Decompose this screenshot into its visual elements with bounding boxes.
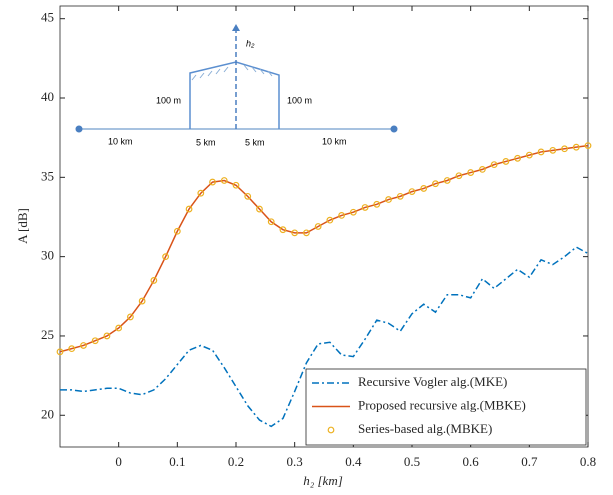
inset-label: 10 km <box>108 136 133 146</box>
data-marker <box>525 151 533 159</box>
x-axis-label: h₂ [km] <box>303 473 343 488</box>
data-marker <box>561 145 568 153</box>
x-tick-label: 0 <box>115 454 122 469</box>
data-marker <box>502 158 510 165</box>
data-marker <box>479 165 486 173</box>
data-marker <box>537 148 545 156</box>
legend-label: Proposed recursive alg.(MBKE) <box>358 397 526 412</box>
inset-label: 100 m <box>156 95 181 105</box>
inset-label: 100 m <box>287 95 312 105</box>
y-tick-label: 25 <box>41 327 54 342</box>
x-tick-label: 0.2 <box>228 454 244 469</box>
building-outline <box>189 61 280 129</box>
data-marker <box>220 177 228 184</box>
end-point <box>75 125 83 133</box>
data-marker <box>126 313 134 321</box>
data-marker <box>408 188 416 196</box>
data-marker <box>396 192 404 200</box>
hatching <box>191 64 273 81</box>
data-marker <box>385 196 392 203</box>
data-marker <box>244 192 252 200</box>
x-tick-label: 0.6 <box>463 454 480 469</box>
legend-label: Series-based alg.(MBKE) <box>358 421 492 436</box>
data-marker <box>267 218 275 226</box>
arrow-head <box>232 24 240 31</box>
data-marker <box>490 161 498 169</box>
data-marker <box>80 342 87 349</box>
legend-marker <box>327 426 335 434</box>
data-marker <box>279 226 287 234</box>
y-tick-label: 35 <box>41 168 54 183</box>
data-marker <box>138 297 146 305</box>
y-tick-label: 40 <box>41 89 54 104</box>
data-marker <box>232 181 240 189</box>
y-tick-label: 45 <box>41 10 54 25</box>
data-marker <box>56 348 64 356</box>
data-marker <box>584 142 592 149</box>
data-marker <box>361 204 369 211</box>
data-marker <box>103 332 111 340</box>
data-marker <box>443 177 451 184</box>
data-marker <box>68 345 76 353</box>
legend-label: Recursive Vogler alg.(MKE) <box>358 374 507 389</box>
data-marker <box>420 185 428 192</box>
x-tick-label: 0.5 <box>404 454 420 469</box>
inset-label: 5 km <box>196 137 216 147</box>
data-marker <box>338 211 346 219</box>
end-point <box>390 125 398 133</box>
data-marker <box>303 229 310 237</box>
data-line <box>59 144 589 353</box>
data-marker <box>314 223 322 230</box>
data-marker <box>291 229 299 237</box>
x-tick-label: 0.8 <box>580 454 596 469</box>
data-marker <box>162 253 170 261</box>
data-marker <box>185 205 193 213</box>
data-marker <box>432 180 439 188</box>
data-marker <box>373 200 381 208</box>
inset-label: h₂ <box>246 38 255 48</box>
inset-label: 10 km <box>322 136 347 146</box>
x-tick-label: 0.3 <box>287 454 303 469</box>
data-marker <box>115 324 123 332</box>
x-tick-label: 0.4 <box>345 454 362 469</box>
inset-diagram: h₂ 100 m 100 m 10 km 5 km 5 km 10 km <box>75 24 398 147</box>
data-marker <box>326 216 334 224</box>
data-marker <box>91 337 99 345</box>
x-tick-label: 0.7 <box>521 454 538 469</box>
data-marker <box>549 146 557 154</box>
data-marker <box>572 143 580 151</box>
data-marker <box>209 178 216 186</box>
data-marker <box>197 189 205 197</box>
legend-box <box>305 368 587 446</box>
data-marker <box>514 154 521 162</box>
data-marker <box>467 169 475 176</box>
data-marker <box>173 227 181 235</box>
data-marker <box>256 205 263 213</box>
x-tick-label: 0.1 <box>169 454 185 469</box>
y-axis-label: A [dB] <box>15 208 30 244</box>
data-marker <box>349 208 357 216</box>
data-marker <box>150 277 158 284</box>
plot-frame <box>59 5 589 448</box>
y-tick-label: 30 <box>41 248 54 263</box>
y-tick-label: 20 <box>41 406 54 421</box>
inset-label: 5 km <box>245 137 265 147</box>
data-marker <box>455 172 463 180</box>
data-line <box>60 246 589 428</box>
